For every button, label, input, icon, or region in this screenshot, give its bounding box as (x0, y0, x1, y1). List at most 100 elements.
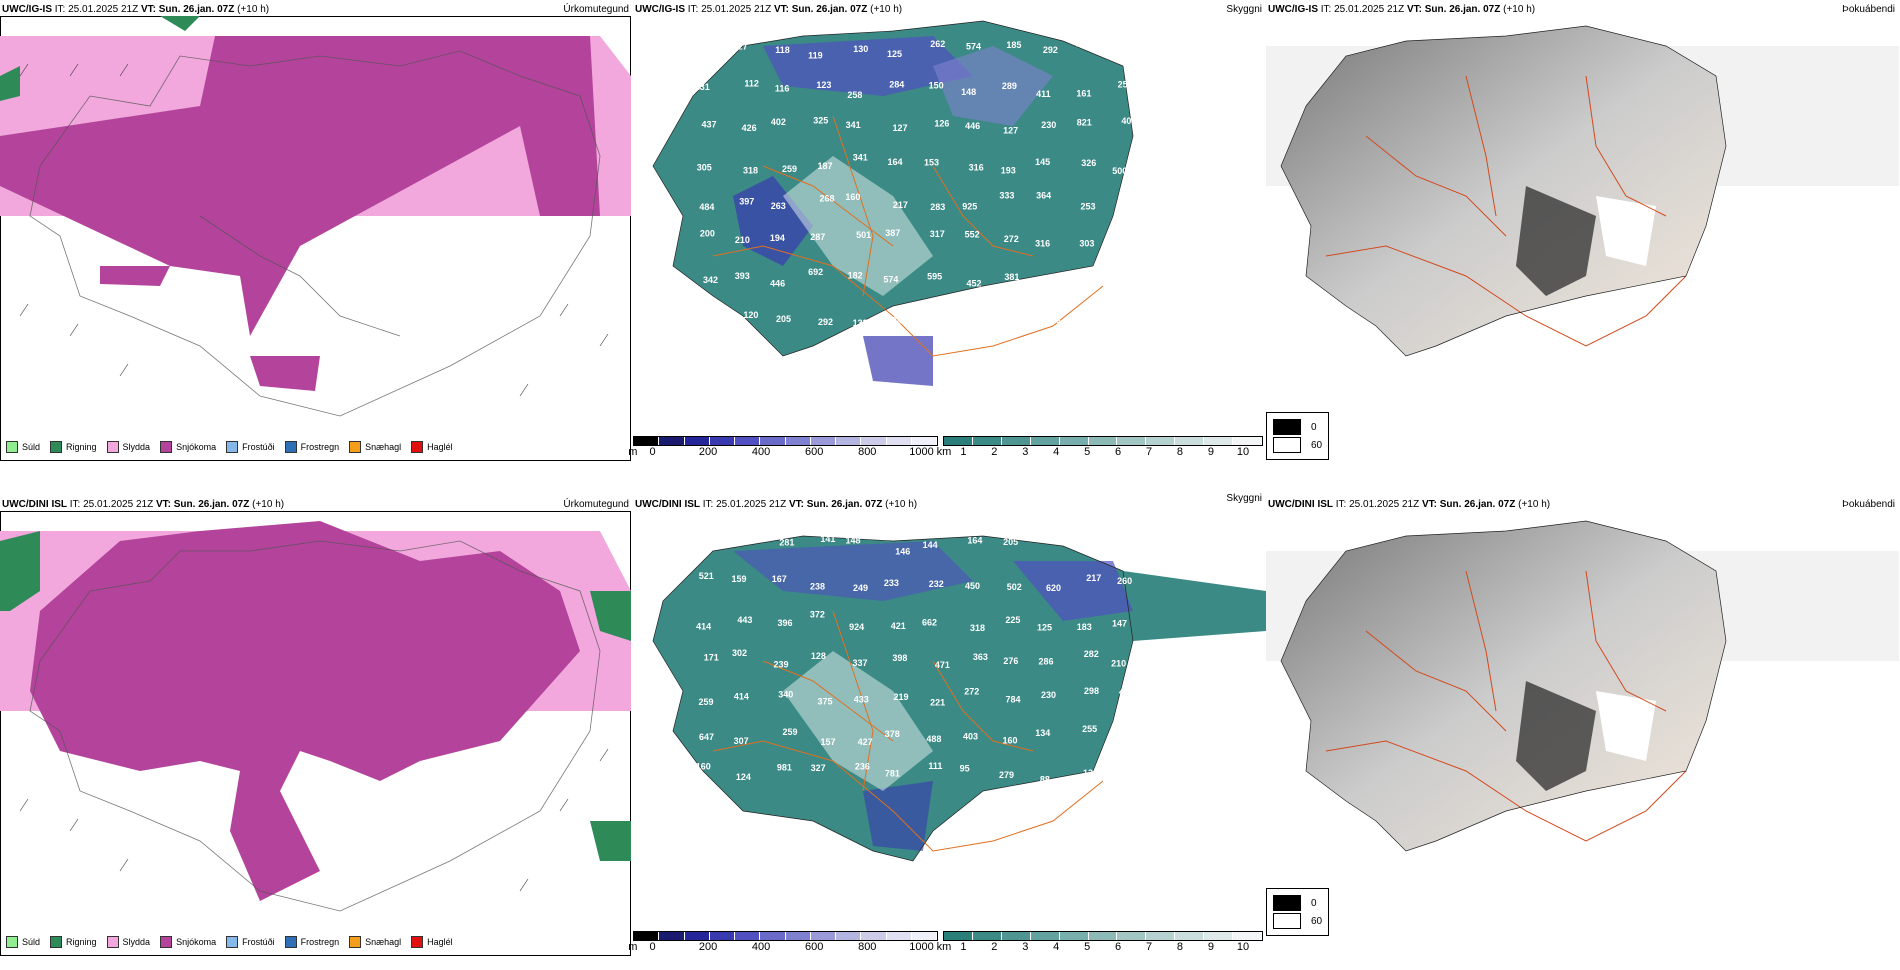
panel-title: Þokuábendi (1842, 499, 1895, 510)
colorbar-tick: 1000 (909, 941, 934, 953)
cloud-base-value: 325 (813, 115, 828, 125)
cloud-base-value: 333 (999, 191, 1014, 201)
colorbar-segment (634, 437, 660, 445)
cloud-base-value: 484 (699, 202, 714, 212)
legend-swatch (6, 936, 18, 948)
legend-item: Súld (6, 441, 40, 453)
panel-title: Þokuábendi (1842, 4, 1895, 15)
legend-item: Frostúði (226, 441, 275, 453)
legend-label: Frostúði (242, 937, 275, 947)
cloud-base-value: 282 (1084, 649, 1099, 659)
cloud-base-value: 134 (1035, 728, 1050, 738)
cloud-base-value: 236 (1046, 315, 1061, 325)
cloud-base-value: 146 (895, 547, 910, 557)
cloud-base-value: 574 (883, 274, 898, 284)
legend-label: Frostúði (242, 442, 275, 452)
cloud-base-value: 981 (777, 763, 792, 773)
cloud-base-value: 255 (1082, 724, 1097, 734)
fog-legend-item: 60 (1273, 437, 1322, 453)
cloud-base-value: 437 (701, 120, 716, 130)
legend-label: Snjókoma (176, 442, 217, 452)
cloud-base-value: 114 (1082, 273, 1097, 283)
cloud-base-value: 821 (1077, 117, 1092, 127)
colorbar-tick: 800 (858, 446, 877, 458)
cloud-base-value: 627 (1122, 541, 1137, 551)
colorbar-segment (810, 437, 836, 445)
legend-label: Snjókoma (176, 937, 217, 947)
colorbar-segment (1088, 932, 1118, 940)
cloud-base-value: 414 (734, 691, 749, 701)
panel-header: UWC/DINI ISL IT: 25.01.2025 21Z VT: Sun.… (1268, 499, 1551, 510)
cloud-base-panel-row1: UWC/IG-IS IT: 25.01.2025 21Z VT: Sun. 26… (628, 0, 1266, 475)
fog-legend: 0 60 (1266, 412, 1330, 460)
legend-swatch (349, 441, 362, 453)
colorbar-tick: 0 (649, 941, 656, 953)
cloud-base-value: 925 (962, 202, 977, 212)
legend-item: Rigning (50, 441, 97, 453)
cloud-base-value: 134 (1083, 768, 1098, 778)
panel-header: UWC/IG-IS IT: 25.01.2025 21Z VT: Sun. 26… (1268, 4, 1536, 15)
cloud-base-value: 299 (1123, 314, 1138, 324)
colorbar-segment (1117, 437, 1147, 445)
legend-item: Snjókoma (160, 936, 216, 948)
cloud-base-value: 95 (960, 763, 970, 773)
legend-label: Frostregn (300, 442, 340, 452)
cloud-base-value: 225 (1005, 615, 1020, 625)
cloud-base-value: 834 (1006, 309, 1021, 319)
cloud-base-value: 521 (699, 571, 714, 581)
cloud-base-panel-row2: UWC/DINI ISL IT: 25.01.2025 21Z VT: Sun.… (628, 493, 1266, 970)
colorbar-segment (972, 932, 1002, 940)
cloud-base-value: 268 (820, 194, 835, 204)
colorbar-segment (1030, 437, 1060, 445)
fog-legend-label: 0 (1311, 421, 1317, 433)
cloud-base-value: 259 (782, 164, 797, 174)
fog-index-map (1266, 520, 1899, 852)
cloud-base-value: 145 (1035, 157, 1050, 167)
colorbar-segment (810, 932, 836, 940)
precip-type-panel-row2: UWC/DINI ISL IT: 25.01.2025 21Z VT: Sun.… (0, 495, 633, 970)
legend-label: Súld (22, 937, 41, 947)
colorbar-segment (1175, 437, 1205, 445)
cloud-base-value: 341 (853, 152, 868, 162)
cloud-base-map: 263 262 281 141 148 146 144 164 205 739 208 627 521 1… (652, 534, 1266, 862)
colorbar-tick: 200 (698, 446, 718, 458)
cloud-base-value: 284 (889, 79, 904, 89)
cloud-base-value: 166 (1124, 52, 1139, 62)
cloud-base-value: 217 (1086, 573, 1101, 583)
cloud-base-value: 185 (1006, 40, 1021, 50)
panel-title: Skyggni (1226, 493, 1262, 504)
cloud-base-value: 387 (885, 228, 900, 238)
cloud-base-value: 259 (699, 697, 714, 707)
cloud-base-value: 262 (930, 39, 945, 49)
legend-item: Snæhagl (349, 441, 401, 453)
legend-swatch (284, 441, 297, 453)
cloud-base-value: 595 (927, 271, 942, 281)
colorbar-tick: 5 (1084, 446, 1091, 458)
colorbar-tick: 7 (1145, 941, 1153, 953)
cloud-base-value: 144 (923, 540, 938, 550)
cloud-base-value: 148 (961, 87, 976, 97)
colorbar-segment (709, 437, 735, 445)
cloud-base-value: 141 (820, 534, 835, 544)
cloud-base-value: 272 (964, 686, 979, 696)
fog-index-map (1266, 25, 1899, 357)
cloud-base-value: 256 (1118, 79, 1133, 89)
colorbar-segment (760, 932, 786, 940)
legend-label: Rigning (66, 937, 97, 947)
cloud-base-value: 924 (849, 622, 864, 632)
height-colorbar: m 0 200 400 600 800 1000 (628, 436, 938, 458)
cloud-base-value: 375 (817, 696, 832, 706)
colorbar-tick: 9 (1207, 446, 1214, 458)
fog-legend-swatch (1273, 895, 1301, 911)
cloud-base-value: 289 (1002, 81, 1017, 91)
colorbar-tick: 8 (1176, 941, 1184, 953)
colorbar-segment (861, 437, 887, 445)
cloud-base-labels: 263 262 281 141 148 146 144 164 205 739 208 627 521 1… (693, 534, 1137, 785)
legend-swatch (50, 441, 63, 453)
cloud-base-value: 337 (852, 658, 867, 668)
cloud-base-value: 397 (739, 197, 754, 207)
legend-label: Rigning (66, 442, 97, 452)
cloud-base-value: 131 (695, 82, 710, 92)
cloud-base-value: 364 (1036, 190, 1051, 200)
cloud-base-value: 153 (924, 158, 939, 168)
